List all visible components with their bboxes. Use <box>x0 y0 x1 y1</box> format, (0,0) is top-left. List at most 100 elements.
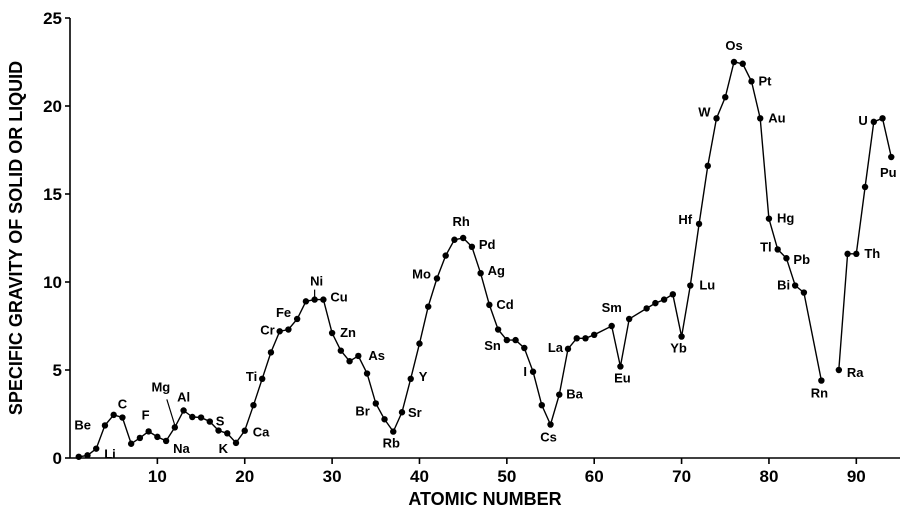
data-point <box>241 427 248 434</box>
element-label: Th <box>864 246 880 261</box>
x-tick-label: 10 <box>148 467 167 486</box>
data-point <box>652 299 659 307</box>
data-point <box>669 291 677 298</box>
data-point <box>328 329 336 337</box>
data-point <box>660 296 668 303</box>
element-label: Bi <box>777 278 790 293</box>
x-tick-label: 40 <box>410 467 429 486</box>
data-point <box>879 115 886 122</box>
data-point <box>442 252 449 259</box>
data-point <box>617 363 624 370</box>
data-point <box>800 289 808 296</box>
element-label: Pb <box>793 252 810 267</box>
data-point <box>136 434 144 442</box>
element-label: S <box>216 414 225 429</box>
data-point <box>346 358 353 365</box>
data-point <box>687 282 694 289</box>
data-point <box>293 315 301 323</box>
data-point <box>381 416 388 423</box>
data-point <box>259 375 266 382</box>
y-tick-label: 0 <box>53 449 62 468</box>
data-point <box>215 427 222 434</box>
y-axis-title: SPECIFIC GRAVITY OF SOLID OR LIQUID <box>6 61 26 415</box>
data-point <box>556 391 563 398</box>
element-label: Y <box>419 369 428 384</box>
element-label: Ra <box>847 365 864 380</box>
ticks: 0 5 10 15 20 25 10 20 30 40 50 60 70 80 90 <box>43 9 866 486</box>
data-point <box>180 407 187 414</box>
data-point <box>363 370 371 377</box>
element-label: Ba <box>566 387 583 402</box>
data-point <box>75 453 82 460</box>
element-label: Ca <box>253 425 270 440</box>
data-point <box>171 424 179 431</box>
element-label: Hg <box>777 211 794 226</box>
element-label: Cs <box>540 430 557 445</box>
data-point <box>643 305 650 312</box>
y-tick-label: 15 <box>43 185 62 204</box>
data-point <box>276 328 283 335</box>
data-point <box>337 347 345 354</box>
data-point <box>206 418 213 425</box>
element-label: Ag <box>488 263 505 278</box>
leader-line <box>166 399 176 426</box>
data-point <box>748 78 755 85</box>
data-point <box>757 115 764 122</box>
element-label: Hf <box>678 212 692 227</box>
data-point <box>285 326 292 333</box>
element-label: Cu <box>330 290 347 305</box>
x-axis-title: ATOMIC NUMBER <box>408 489 561 509</box>
element-label: F <box>142 407 150 422</box>
data-point <box>582 335 589 342</box>
data-point <box>468 243 476 250</box>
element-label: Al <box>177 389 190 404</box>
x-tick-label: 60 <box>585 467 604 486</box>
data-point <box>739 60 746 67</box>
data-point <box>695 220 703 228</box>
y-tick-label: 25 <box>43 9 62 28</box>
data-point <box>145 428 152 435</box>
y-tick-label: 20 <box>43 97 62 116</box>
element-label: Na <box>173 441 190 456</box>
data-point <box>844 250 851 258</box>
data-point <box>84 452 91 459</box>
data-point <box>503 336 511 344</box>
element-label: Tl <box>760 239 772 254</box>
element-label: As <box>368 348 385 363</box>
data-point <box>119 414 126 421</box>
data-point <box>425 303 432 310</box>
element-label: Mg <box>151 379 170 394</box>
element-label: Ti <box>246 369 257 384</box>
data-point <box>765 215 773 222</box>
element-label: U <box>858 113 867 128</box>
x-tick-label: 20 <box>235 467 254 486</box>
element-label: Rh <box>452 214 469 229</box>
data-point <box>416 340 423 347</box>
data-point <box>451 236 458 243</box>
data-point <box>101 422 109 429</box>
data-point <box>538 402 545 409</box>
element-label: Be <box>74 417 91 432</box>
data-point <box>704 162 711 170</box>
data-point <box>608 322 615 330</box>
data-point <box>783 255 790 262</box>
data-point <box>267 349 275 356</box>
data-point <box>818 377 825 384</box>
data-point <box>722 94 729 101</box>
element-label: Br <box>355 403 369 418</box>
element-label: Cr <box>260 322 274 337</box>
data-point <box>232 439 240 447</box>
data-point <box>870 118 877 126</box>
element-label: Cd <box>496 297 513 312</box>
data-point <box>853 250 860 258</box>
data-point <box>224 430 231 437</box>
data-point <box>713 115 720 122</box>
element-label: Pu <box>880 165 897 180</box>
element-label: Lu <box>699 278 715 293</box>
element-label: Mo <box>412 266 431 281</box>
data-point <box>573 335 580 342</box>
data-point <box>93 445 100 452</box>
data-point <box>521 344 528 352</box>
